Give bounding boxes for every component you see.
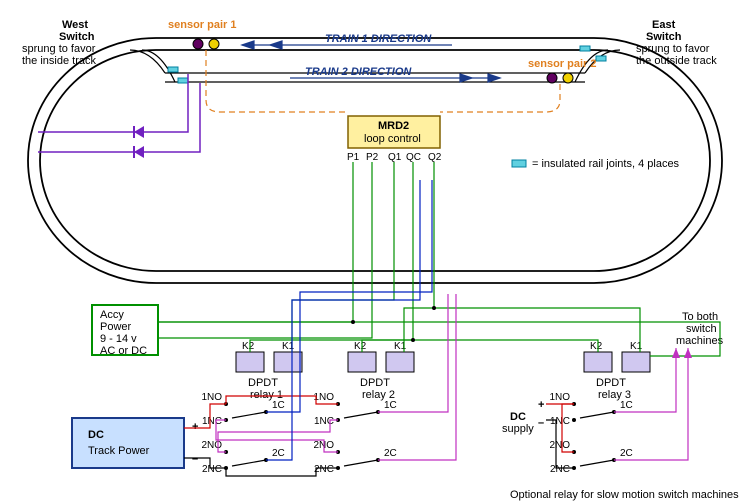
svg-text:9 - 14 v: 9 - 14 v [100,333,137,345]
svg-text:2NO: 2NO [549,440,570,451]
svg-text:DPDT: DPDT [360,377,390,389]
svg-text:2C: 2C [620,448,633,459]
svg-text:AC or DC: AC or DC [100,345,147,357]
to-sw-1: To both [682,311,718,323]
west-label-2: Switch [59,31,95,43]
svg-text:2NC: 2NC [314,464,334,475]
dc-supply-minus: – [538,417,544,429]
svg-text:1NC: 1NC [550,416,570,427]
svg-text:K2: K2 [242,341,255,352]
to-sw-2: switch [686,323,717,335]
mrd2-box: MRD2 loop control [348,116,440,148]
purple-feeds [38,74,200,158]
svg-text:K2: K2 [354,341,367,352]
east-label-4: the outside track [636,55,717,67]
train2-label: TRAIN 2 DIRECTION [305,66,412,78]
svg-text:K1: K1 [282,341,295,352]
dc-supply-2: supply [502,423,534,435]
minus-label: – [192,453,198,465]
train1-label: TRAIN 1 DIRECTION [325,33,432,45]
svg-text:MRD2: MRD2 [378,120,409,132]
svg-text:2NO: 2NO [201,440,222,451]
svg-text:K1: K1 [394,341,407,352]
svg-text:2NC: 2NC [550,464,570,475]
svg-text:2NC: 2NC [202,464,222,475]
joint-legend: = insulated rail joints, 4 places [512,158,680,170]
svg-text:2C: 2C [384,448,397,459]
svg-text:1C: 1C [620,400,633,411]
west-label-3: sprung to favor [22,43,96,55]
pin-q2: Q2 [428,152,442,163]
svg-text:1NO: 1NO [201,392,222,403]
svg-text:DPDT: DPDT [248,377,278,389]
svg-text:loop control: loop control [364,133,421,145]
pin-p1: P1 [347,152,360,163]
svg-text:1C: 1C [384,400,397,411]
svg-text:= insulated rail joints, 4 pla: = insulated rail joints, 4 places [532,158,680,170]
west-label-4: the inside track [22,55,96,67]
plus-label: + [192,421,198,433]
junction-dots [351,306,436,342]
svg-text:1NC: 1NC [314,416,334,427]
dc-supply-plus: + [538,399,544,411]
wiring-diagram: West Switch sprung to favor the inside t… [0,0,750,504]
svg-text:1C: 1C [272,400,285,411]
sensor-leads [206,50,560,112]
svg-text:K2: K2 [590,341,603,352]
dc-supply-1: DC [510,411,526,423]
pin-p2: P2 [366,152,379,163]
pin-q1: Q1 [388,152,402,163]
sensor2-label: sensor pair 2 [528,58,596,70]
sensor-pair-1 [193,39,219,49]
svg-text:1NC: 1NC [202,416,222,427]
svg-text:Power: Power [100,321,132,333]
svg-text:DC: DC [88,429,104,441]
pin-qc: QC [406,152,421,163]
svg-text:DPDT: DPDT [596,377,626,389]
svg-text:Accy: Accy [100,309,124,321]
optional-relay-note: Optional relay for slow motion switch ma… [510,489,739,501]
svg-text:1NO: 1NO [549,392,570,403]
svg-text:K1: K1 [630,341,643,352]
east-label-1: East [652,19,676,31]
dc-track-power-box: DC Track Power [72,418,184,468]
east-label-2: Switch [646,31,682,43]
east-label-3: sprung to favor [636,43,710,55]
west-label-1: West [62,19,88,31]
to-sw-3: machines [676,335,724,347]
sensor1-label: sensor pair 1 [168,19,236,31]
svg-text:Track Power: Track Power [88,445,150,457]
svg-text:2C: 2C [272,448,285,459]
accy-power-box: Accy Power 9 - 14 v AC or DC [92,305,158,357]
blue-wires [266,180,432,460]
green-wires [158,162,720,356]
